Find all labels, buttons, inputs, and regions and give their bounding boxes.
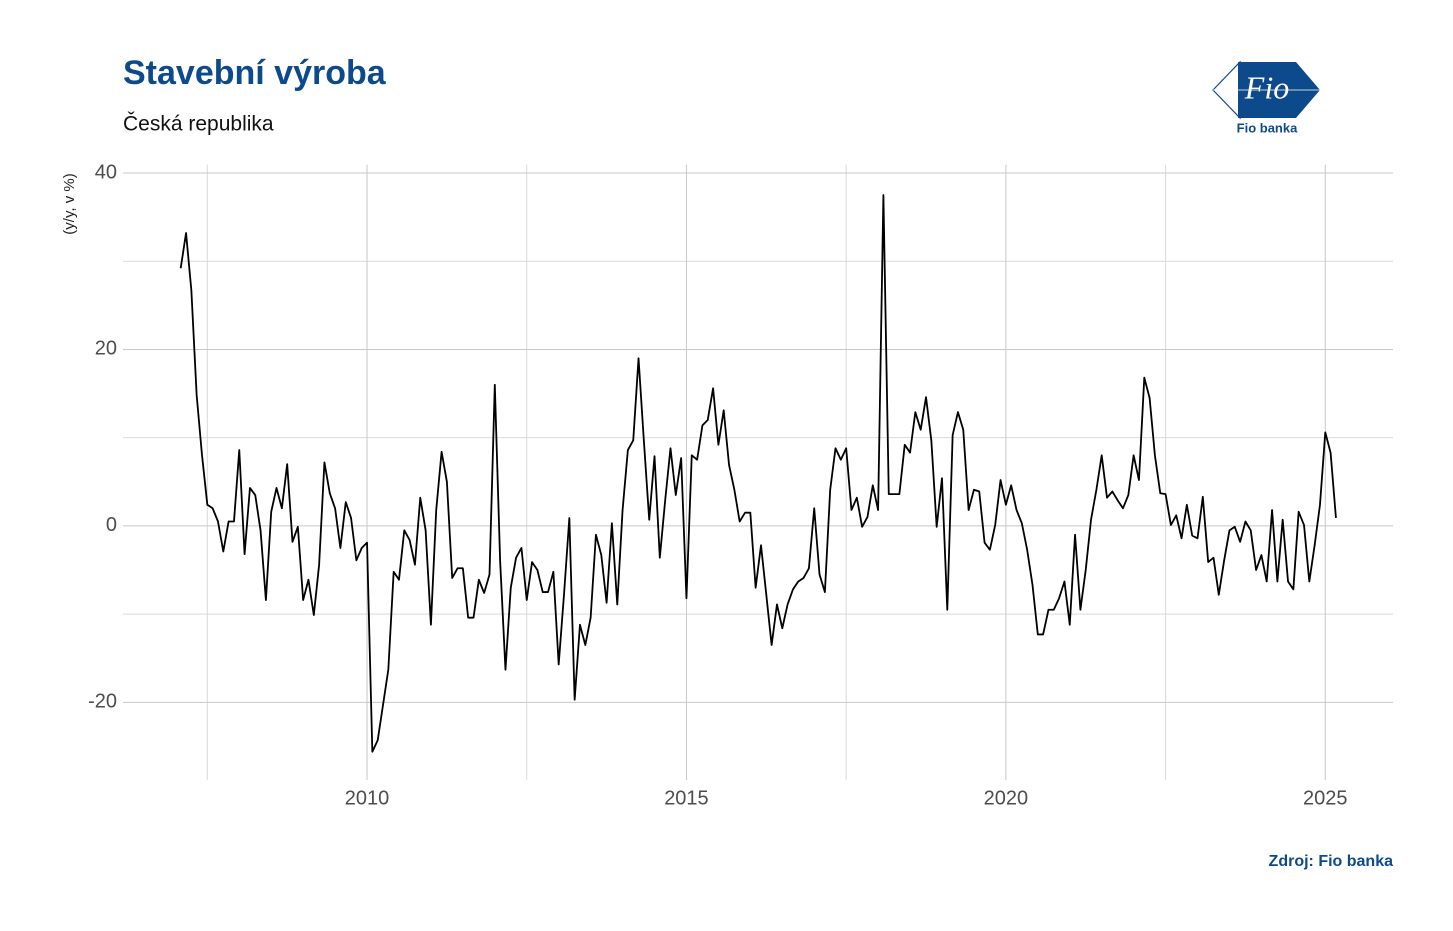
y-tick-label: 0 bbox=[106, 514, 117, 536]
y-tick-label: -20 bbox=[88, 691, 117, 713]
y-tick-label: 40 bbox=[95, 161, 117, 183]
chart-title: Stavební výroba bbox=[123, 54, 387, 92]
data-line bbox=[179, 194, 1337, 753]
x-tick-label: 2025 bbox=[1303, 787, 1348, 809]
logo: Fio Fio banka bbox=[1212, 60, 1320, 135]
x-tick-label: 2010 bbox=[345, 787, 390, 809]
source: Zdroj: Fio banka bbox=[1269, 853, 1394, 870]
chart-subtitle: Česká republika bbox=[123, 113, 274, 136]
y-tick-label: 20 bbox=[95, 338, 117, 360]
logo-name: Fio banka bbox=[1237, 120, 1298, 135]
y-axis-label: (y/y, v %) bbox=[61, 173, 78, 234]
x-tick-label: 2020 bbox=[984, 787, 1029, 809]
x-tick-label: 2015 bbox=[664, 787, 709, 809]
logo-mark: Fio bbox=[1244, 69, 1289, 105]
